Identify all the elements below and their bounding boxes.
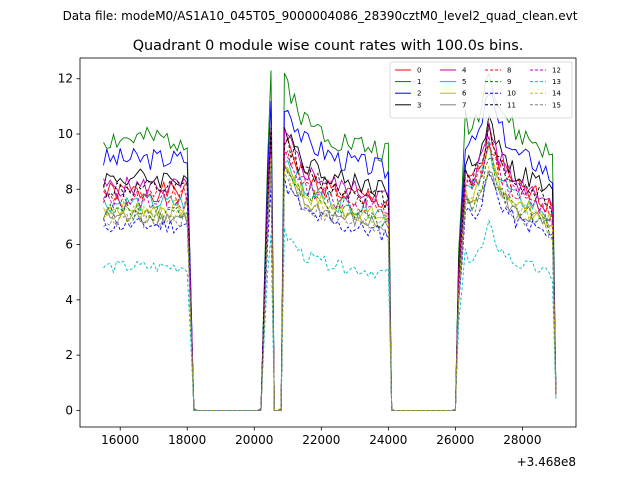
series-line-8 [103, 142, 557, 411]
legend-label-11: 11 [507, 101, 516, 109]
chart-title: Quadrant 0 module wise count rates with … [133, 38, 524, 54]
legend-label-13: 13 [552, 78, 561, 86]
y-tick-label: 0 [65, 403, 73, 417]
legend-label-14: 14 [552, 90, 561, 98]
series-line-0 [103, 122, 557, 411]
x-tick-label: 20000 [235, 433, 273, 447]
y-tick-label: 6 [65, 238, 73, 252]
x-tick-label: 26000 [436, 433, 474, 447]
legend-label-2: 2 [417, 90, 421, 98]
series-line-10 [103, 172, 557, 411]
series-line-4 [103, 122, 557, 411]
series-line-3 [103, 113, 557, 411]
y-tick-label: 4 [65, 293, 73, 307]
series-line-2 [103, 93, 557, 411]
legend-label-1: 1 [417, 78, 421, 86]
legend-label-4: 4 [462, 67, 467, 75]
y-tick-label: 8 [65, 182, 73, 196]
legend-label-10: 10 [507, 90, 516, 98]
legend-label-6: 6 [462, 90, 467, 98]
legend-label-5: 5 [462, 78, 466, 86]
series-line-15 [103, 168, 557, 411]
y-axis: 0 2 4 6 8 10 12 [58, 72, 80, 417]
x-tick-label: 22000 [302, 433, 340, 447]
y-tick-label: 10 [58, 127, 73, 141]
legend-label-15: 15 [552, 101, 561, 109]
legend-label-7: 7 [462, 101, 466, 109]
legend-label-8: 8 [507, 67, 511, 75]
plot-area [103, 70, 557, 411]
legend-label-9: 9 [507, 78, 511, 86]
figure-suptitle: Data file: modeM0/AS1A10_045T05_90000040… [63, 9, 578, 23]
legend-frame [389, 61, 573, 119]
x-tick-label: 28000 [503, 433, 541, 447]
y-tick-label: 12 [58, 72, 73, 86]
series-line-11 [103, 124, 557, 411]
legend-label-12: 12 [552, 67, 561, 75]
axes-frame [79, 57, 577, 428]
legend-label-0: 0 [417, 67, 421, 75]
series-line-14 [103, 157, 557, 411]
x-axis: 16000 18000 20000 22000 24000 26000 28000 [101, 427, 541, 447]
y-tick-label: 2 [65, 348, 73, 362]
series-line-13 [103, 219, 557, 411]
x-tick-label: 24000 [369, 433, 407, 447]
x-tick-label: 16000 [101, 433, 139, 447]
legend-label-3: 3 [417, 101, 421, 109]
x-tick-label: 18000 [168, 433, 206, 447]
x-offset-label: +3.468e8 [517, 455, 576, 469]
